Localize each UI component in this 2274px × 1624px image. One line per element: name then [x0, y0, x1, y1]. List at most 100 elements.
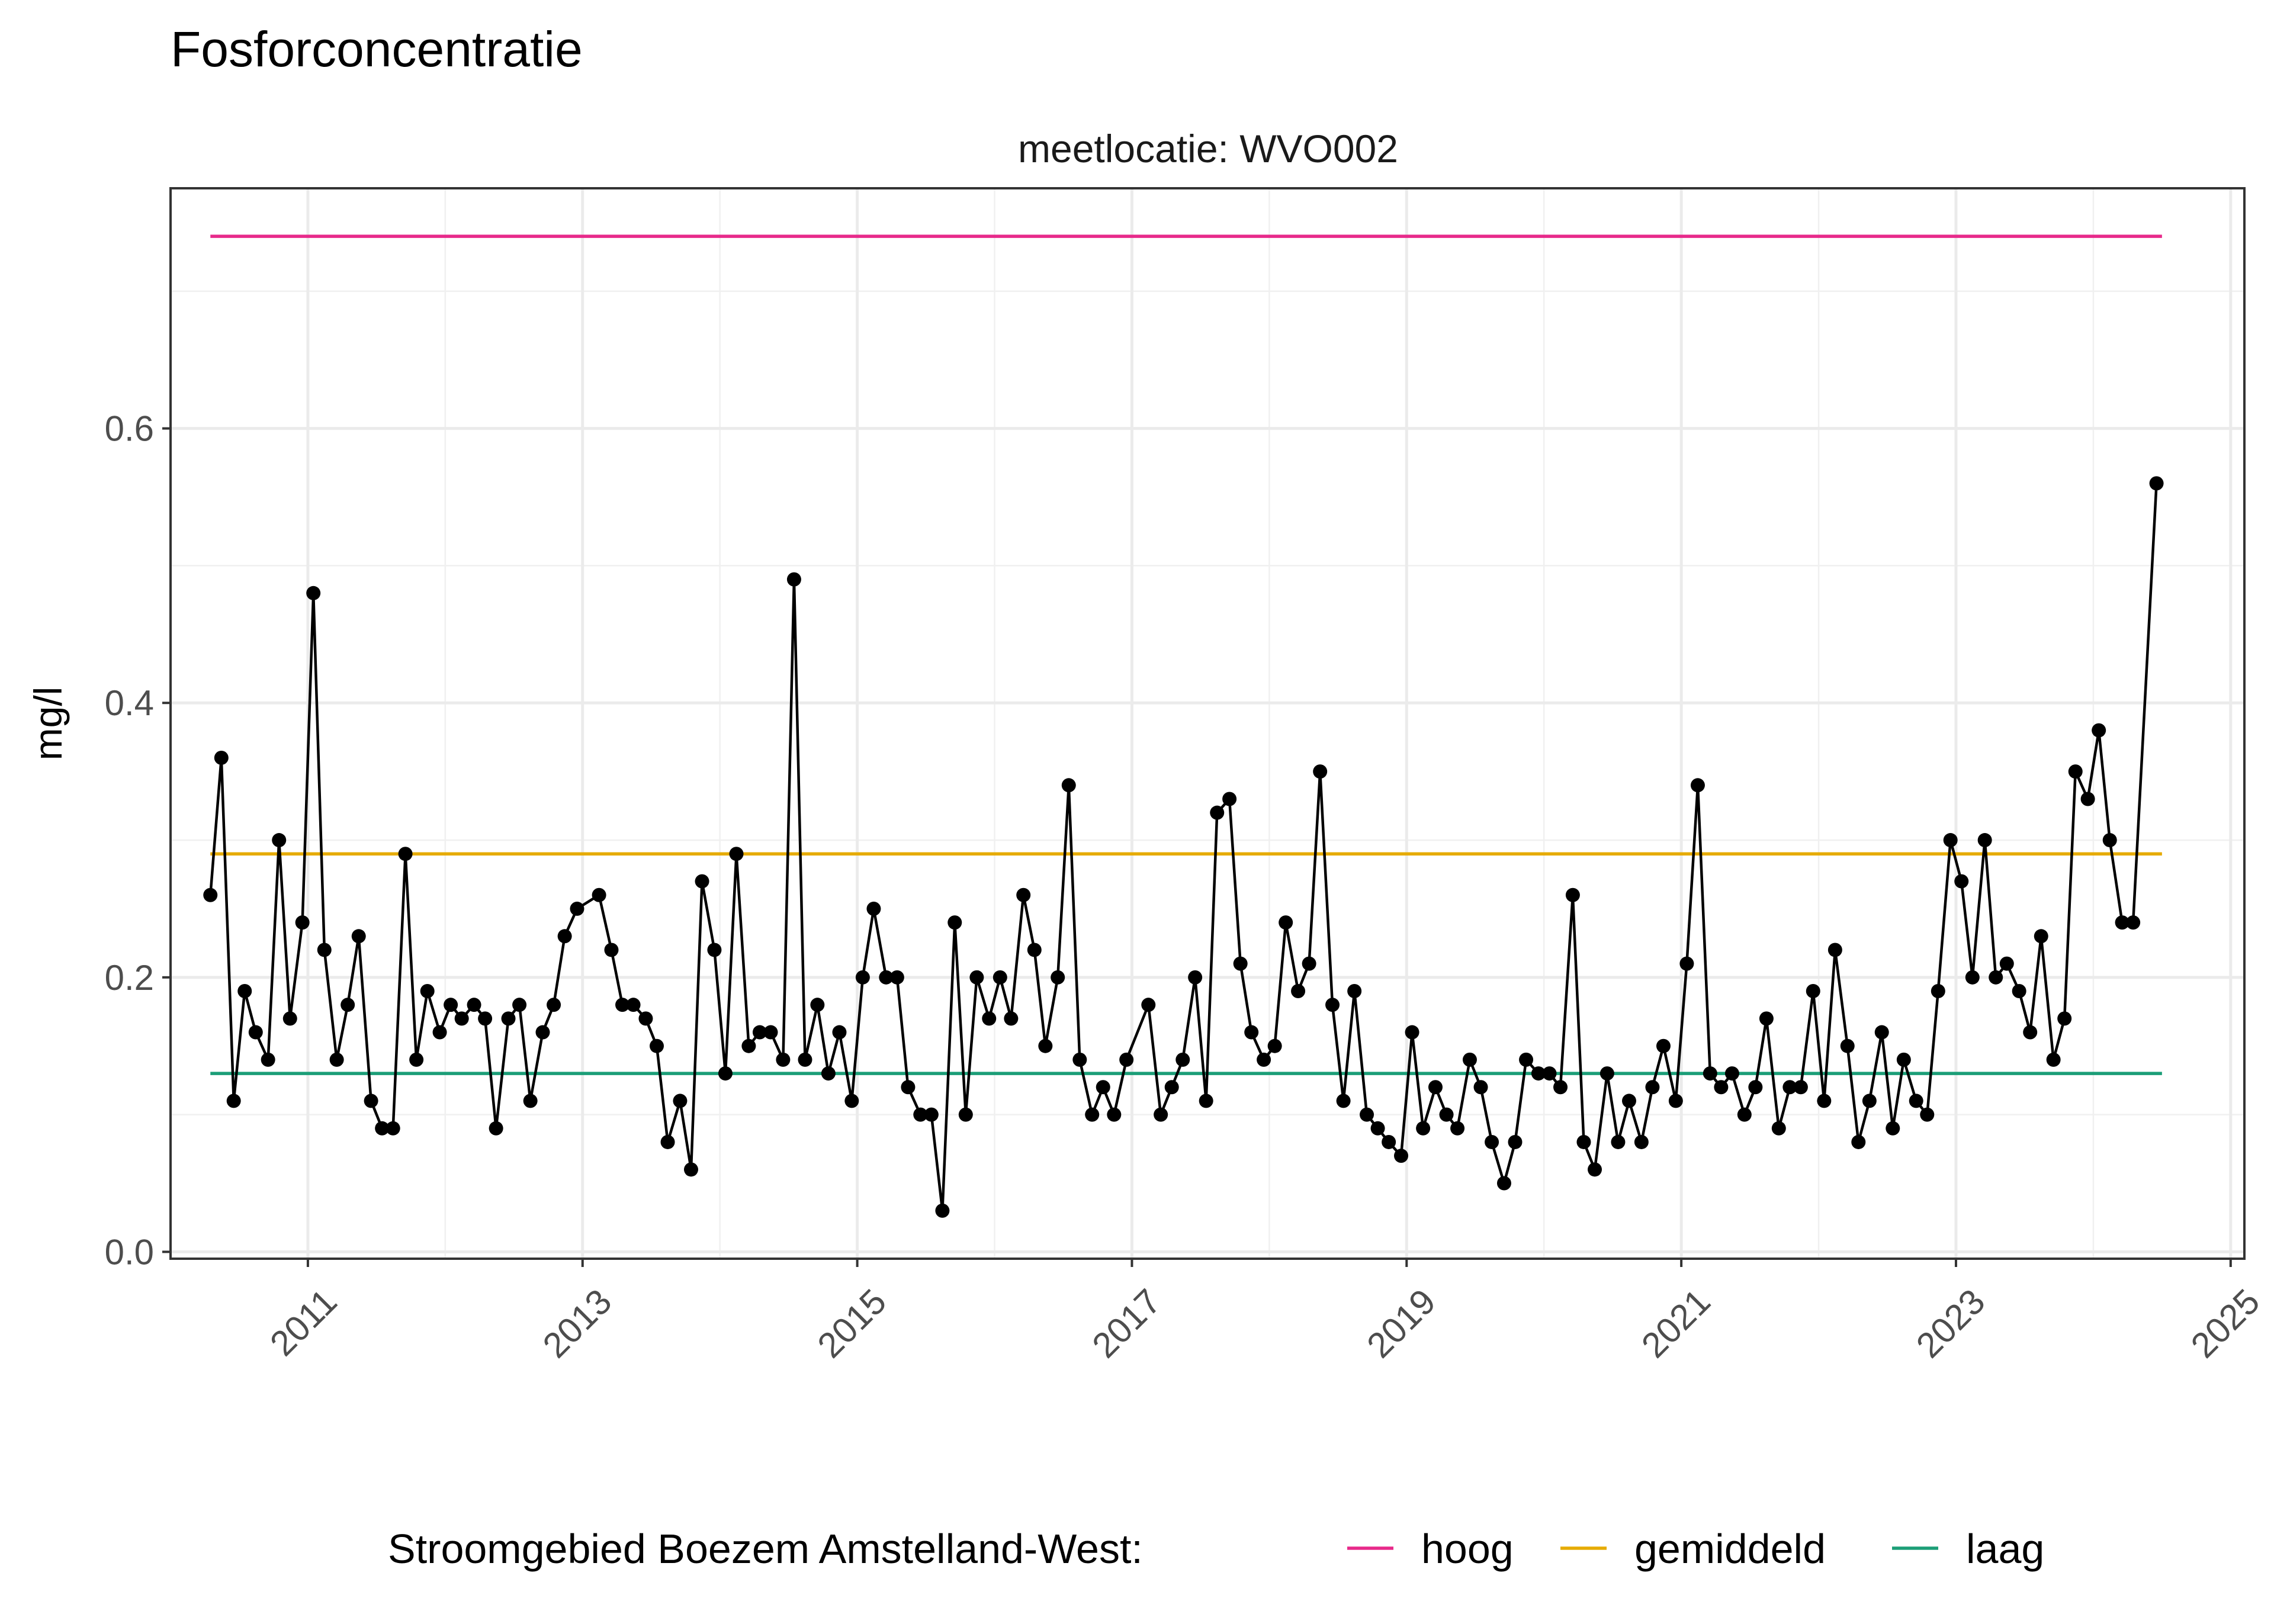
data-point — [592, 887, 606, 902]
data-point — [1896, 1052, 1911, 1067]
data-point — [1096, 1080, 1110, 1095]
data-point — [1038, 1038, 1053, 1053]
data-point — [364, 1094, 378, 1108]
data-point — [1016, 887, 1031, 902]
data-point — [375, 1121, 390, 1136]
x-tick-label: 2023 — [1909, 1281, 1993, 1365]
data-points — [203, 476, 2164, 1218]
data-point — [214, 750, 229, 765]
data-point — [1428, 1080, 1443, 1095]
data-point — [695, 874, 709, 889]
data-point — [798, 1052, 812, 1067]
data-point — [752, 1025, 767, 1040]
data-point — [1920, 1107, 1935, 1122]
data-point — [1645, 1080, 1660, 1095]
data-point — [1394, 1149, 1409, 1163]
data-point — [810, 998, 825, 1012]
data-point — [282, 1011, 297, 1026]
data-point — [1782, 1080, 1797, 1095]
facet-label: meetlocatie: WVO002 — [1018, 127, 1398, 171]
data-point — [1439, 1107, 1454, 1122]
data-point — [1462, 1052, 1477, 1067]
data-point — [478, 1011, 493, 1026]
data-point — [341, 998, 355, 1012]
data-point — [683, 1162, 698, 1177]
data-point — [1999, 956, 2014, 971]
data-point — [1954, 874, 1969, 889]
data-point — [982, 1011, 997, 1026]
data-point — [1553, 1080, 1568, 1095]
data-point — [1370, 1121, 1385, 1136]
data-point — [444, 998, 458, 1012]
data-point — [1840, 1038, 1855, 1053]
data-point — [1051, 970, 1065, 985]
data-point — [1977, 833, 1992, 848]
data-point — [489, 1121, 503, 1136]
data-point — [467, 998, 481, 1012]
data-point — [1199, 1094, 1213, 1108]
data-point — [741, 1038, 756, 1053]
data-point — [2080, 792, 2095, 806]
data-point — [2034, 929, 2048, 944]
data-point — [306, 586, 321, 600]
x-axis: 2011 2013 2015 2017 2019 2021 2023 2025 — [262, 1259, 2267, 1365]
legend-label-laag: laag — [1966, 1526, 2044, 1572]
data-point — [1724, 1066, 1739, 1081]
data-point — [1291, 984, 1306, 998]
data-point — [776, 1052, 791, 1067]
data-point — [1531, 1066, 1546, 1081]
data-point — [261, 1052, 275, 1067]
data-point — [1737, 1107, 1752, 1122]
legend-label-hoog: hoog — [1421, 1526, 1514, 1572]
data-point — [329, 1052, 344, 1067]
data-point — [1943, 833, 1958, 848]
data-point — [1656, 1038, 1671, 1053]
data-point — [1611, 1134, 1626, 1149]
data-point — [1965, 970, 1980, 985]
data-point — [1759, 1011, 1774, 1026]
data-point — [1714, 1080, 1729, 1095]
data-point — [237, 984, 252, 998]
data-point — [1473, 1080, 1488, 1095]
data-point — [2115, 915, 2130, 930]
data-point — [2023, 1025, 2038, 1040]
data-point — [1405, 1025, 1419, 1040]
data-point — [1496, 1176, 1511, 1191]
data-point — [1336, 1094, 1351, 1108]
data-point — [604, 943, 619, 957]
data-point — [1141, 998, 1156, 1012]
data-point — [454, 1011, 469, 1026]
data-point — [638, 1011, 653, 1026]
data-point — [1085, 1107, 1100, 1122]
data-point — [901, 1080, 916, 1095]
data-point — [615, 998, 630, 1012]
data-point — [1154, 1107, 1168, 1122]
data-point — [832, 1025, 847, 1040]
data-point — [1668, 1094, 1683, 1108]
data-point — [1817, 1094, 1832, 1108]
data-point — [1542, 1066, 1557, 1081]
data-point — [1862, 1094, 1877, 1108]
gridlines — [169, 188, 2244, 1259]
data-point — [2092, 723, 2106, 738]
data-point — [248, 1025, 263, 1040]
y-tick-label: 0.6 — [105, 409, 154, 449]
data-point — [913, 1107, 928, 1122]
data-point — [2057, 1011, 2072, 1026]
data-point — [1703, 1066, 1717, 1081]
y-axis: 0.0 0.2 0.4 0.6 — [105, 409, 171, 1272]
data-point — [1909, 1094, 1923, 1108]
data-point — [1004, 1011, 1019, 1026]
data-point — [1806, 984, 1820, 998]
data-point — [1072, 1052, 1087, 1067]
data-point — [2149, 476, 2164, 491]
data-point — [1519, 1052, 1534, 1067]
data-point — [729, 847, 744, 861]
data-point — [420, 984, 435, 998]
data-point — [1188, 970, 1203, 985]
data-point — [660, 1134, 675, 1149]
data-point — [993, 970, 1007, 985]
data-point — [1827, 943, 1842, 957]
data-point — [1244, 1025, 1259, 1040]
y-axis-label: mg/l — [26, 687, 70, 761]
